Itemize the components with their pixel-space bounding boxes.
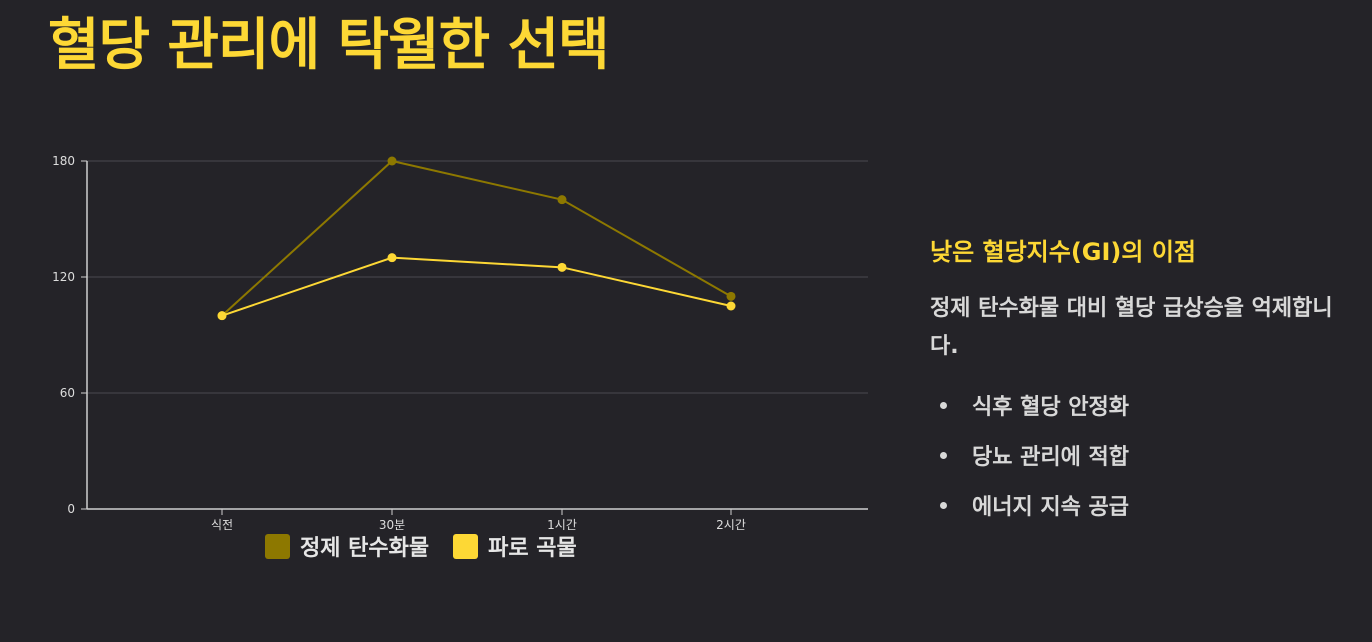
series-line-whole-grain (221, 256, 732, 317)
data-point-whole-grain (726, 301, 736, 311)
series-layer (217, 156, 736, 321)
grid-layer (87, 160, 868, 394)
side-heading: 낮은 혈당지수(GI)의 이점 (930, 238, 1196, 266)
benefit-item: 에너지 지속 공급 (930, 480, 1350, 530)
side-description: 정제 탄수화물 대비 혈당 급상승을 억제합니다. (930, 296, 1333, 359)
data-point-refined (557, 195, 567, 205)
benefit-text: 당뇨 관리에 적합 (972, 445, 1129, 470)
benefit-item: 식후 혈당 안정화 (930, 380, 1350, 430)
y-tick-label: 0 (67, 502, 75, 516)
legend-item-refined[interactable]: 정제 탄수화물 (265, 530, 429, 562)
benefit-text: 식후 혈당 안정화 (972, 395, 1129, 420)
x-tick-label: 1시간 (547, 518, 577, 532)
y-tick-label: 180 (52, 154, 75, 168)
data-point-whole-grain (217, 311, 227, 321)
data-point-whole-grain (557, 262, 567, 272)
benefit-text: 에너지 지속 공급 (972, 495, 1129, 520)
benefit-item: 당뇨 관리에 적합 (930, 430, 1350, 480)
legend-swatch-refined (265, 533, 290, 559)
legend-label-whole-grain: 파로 곡물 (488, 536, 577, 561)
x-tick-label: 식전 (211, 518, 233, 532)
y-tick-label: 60 (60, 386, 75, 400)
y-tick-label: 120 (52, 270, 75, 284)
data-point-refined (726, 291, 736, 301)
data-point-refined (387, 156, 397, 166)
legend-label-refined: 정제 탄수화물 (300, 536, 430, 561)
chart-svg: 0 60 120 180 식전 30분 1시간 2시간 (52, 154, 868, 532)
data-point-whole-grain (387, 253, 397, 263)
legend-item-whole-grain[interactable]: 파로 곡물 (453, 530, 577, 562)
line-chart: 0 60 120 180 식전 30분 1시간 2시간 (0, 130, 900, 570)
axis-layer: 0 60 120 180 식전 30분 1시간 2시간 (52, 154, 868, 532)
x-tick-label: 2시간 (716, 518, 746, 532)
slide-title: 혈당 관리에 탁월한 선택 (48, 13, 610, 78)
benefit-list: 식후 혈당 안정화 당뇨 관리에 적합 에너지 지속 공급 (930, 380, 1350, 530)
bullet-icon (940, 501, 947, 509)
series-line-refined (221, 159, 732, 317)
bullet-icon (940, 401, 947, 409)
side-panel: 낮은 혈당지수(GI)의 이점 정제 탄수화물 대비 혈당 급상승을 억제합니다… (930, 230, 1350, 530)
legend-swatch-whole-grain (453, 533, 479, 559)
x-tick-label: 30분 (379, 518, 405, 532)
chart-legend: 정제 탄수화물 파로 곡물 (265, 530, 577, 562)
bullet-icon (940, 451, 947, 459)
